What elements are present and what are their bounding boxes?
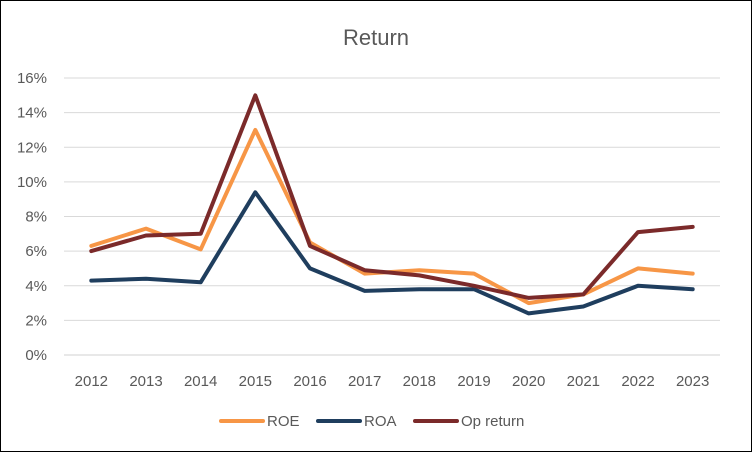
y-tick-label: 2% [25,312,47,329]
gridlines [64,77,720,356]
x-axis-ticks: 2012 2013 2014 2015 2016 2017 2018 2019 2020 2021… [75,373,710,390]
y-tick-label: 14% [17,105,47,122]
series-line-roa [89,190,695,316]
x-tick-label: 2022 [621,373,654,390]
x-tick-label: 2021 [567,373,600,390]
series-lines [89,93,695,316]
legend: ROE ROA Op return [219,413,524,430]
y-tick-label: 0% [25,347,47,364]
x-tick-label: 2013 [129,373,162,390]
y-tick-label: 16% [17,70,47,87]
x-tick-label: 2012 [75,373,108,390]
series-line-op-return [89,93,695,300]
y-tick-label: 4% [25,278,47,295]
y-tick-label: 8% [25,209,47,226]
x-tick-label: 2016 [293,373,326,390]
y-tick-label: 10% [17,174,47,191]
chart-title: Return [343,25,409,50]
legend-label: ROE [267,413,300,430]
y-tick-label: 12% [17,139,47,156]
legend-label: ROA [364,413,397,430]
x-tick-label: 2018 [403,373,436,390]
y-axis-ticks: 0% 2% 4% 6% 8% 10% 12% 14% 16% [17,70,47,364]
y-tick-label: 6% [25,243,47,260]
x-tick-label: 2014 [184,373,217,390]
x-tick-label: 2019 [457,373,490,390]
legend-label: Op return [461,413,524,430]
x-tick-label: 2023 [676,373,709,390]
x-tick-label: 2017 [348,373,381,390]
x-tick-label: 2015 [239,373,272,390]
x-tick-label: 2020 [512,373,545,390]
